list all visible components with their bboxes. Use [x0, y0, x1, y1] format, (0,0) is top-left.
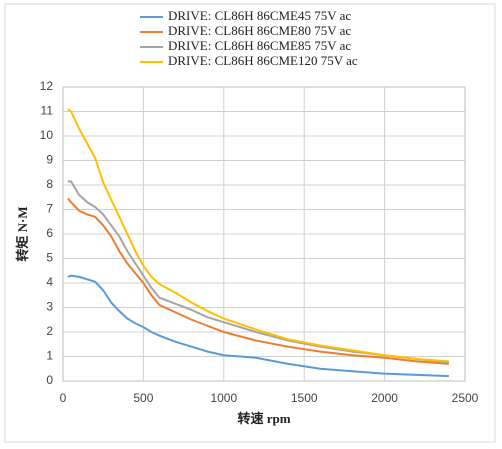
- y-tick-label: 0: [46, 373, 53, 387]
- legend-label: DRIVE: CL86H 86CME80 75V ac: [168, 23, 351, 38]
- series-line: [67, 108, 449, 363]
- y-axis-label: 转矩 N·M: [15, 206, 30, 261]
- y-tick-label: 6: [46, 226, 53, 240]
- x-tick-label: 2000: [371, 391, 398, 405]
- y-tick-label: 7: [46, 202, 53, 216]
- x-tick-label: 2500: [452, 391, 479, 405]
- x-axis-label: 转速 rpm: [237, 411, 290, 426]
- y-tick-label: 4: [46, 275, 53, 289]
- y-tick-label: 9: [46, 153, 53, 167]
- y-tick-label: 11: [41, 104, 54, 118]
- x-tick-label: 500: [133, 391, 153, 405]
- legend-label: DRIVE: CL86H 86CME120 75V ac: [168, 53, 358, 68]
- series-line: [67, 197, 449, 365]
- legend-label: DRIVE: CL86H 86CME45 75V ac: [168, 8, 351, 23]
- y-tick-label: 5: [46, 251, 53, 265]
- y-tick-label: 12: [40, 79, 54, 93]
- y-tick-label: 2: [46, 324, 53, 338]
- series-line: [67, 180, 450, 364]
- x-tick-label: 1500: [291, 391, 318, 405]
- plot-border: [62, 86, 466, 382]
- y-tick-label: 1: [46, 349, 53, 363]
- y-tick-label: 3: [46, 300, 53, 314]
- x-tick-label: 1000: [210, 391, 237, 405]
- x-tick-label: 0: [60, 391, 67, 405]
- series-line: [67, 274, 449, 378]
- chart-frame: [4, 3, 496, 443]
- legend-label: DRIVE: CL86H 86CME85 75V ac: [168, 38, 351, 53]
- y-tick-label: 10: [40, 128, 54, 142]
- y-tick-label: 8: [46, 177, 53, 191]
